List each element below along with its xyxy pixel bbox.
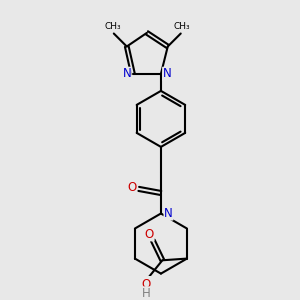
- Text: CH₃: CH₃: [104, 22, 121, 31]
- Text: CH₃: CH₃: [173, 22, 190, 31]
- Text: O: O: [142, 278, 151, 291]
- Text: N: N: [164, 207, 173, 220]
- Text: N: N: [122, 67, 131, 80]
- Text: H: H: [142, 287, 151, 300]
- Text: O: O: [145, 228, 154, 241]
- Text: O: O: [127, 181, 136, 194]
- Text: N: N: [163, 67, 172, 80]
